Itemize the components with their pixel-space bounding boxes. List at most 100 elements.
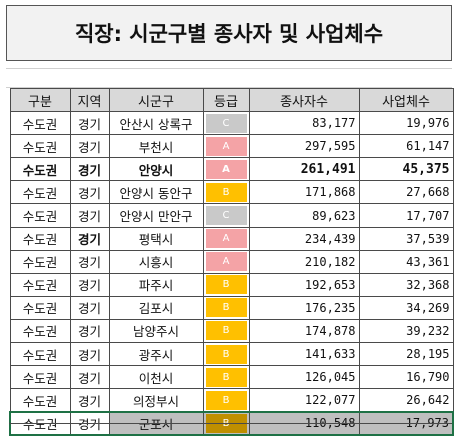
cell-region[interactable]: 수도권	[9, 134, 71, 159]
header-grade[interactable]: 등급	[202, 87, 250, 113]
cell-businesses[interactable]: 26,642	[358, 388, 454, 413]
cell-grade[interactable]: B	[202, 388, 250, 413]
cell-grade[interactable]: A	[202, 226, 250, 251]
cell-workers[interactable]: 126,045	[248, 365, 360, 390]
cell-province[interactable]: 경기	[69, 157, 110, 182]
cell-city[interactable]: 의정부시	[108, 388, 204, 413]
header-businesses[interactable]: 사업체수	[358, 87, 454, 113]
cell-grade[interactable]: B	[202, 180, 250, 205]
cell-businesses[interactable]: 27,668	[358, 180, 454, 205]
grade-badge: C	[205, 206, 247, 226]
header-workers[interactable]: 종사자수	[248, 87, 360, 113]
cell-city[interactable]: 이천시	[108, 365, 204, 390]
cell-region[interactable]: 수도권	[9, 342, 71, 367]
cell-province[interactable]: 경기	[69, 365, 110, 390]
table-row: 수도권 경기 부천시 A 297,595 61,147	[9, 134, 454, 159]
cell-workers[interactable]: 174,878	[248, 318, 360, 344]
cell-businesses[interactable]: 37,539	[358, 226, 454, 251]
table-row: 수도권 경기 안양시 만안구 C 89,623 17,707	[9, 203, 454, 228]
cell-workers[interactable]: 297,595	[248, 134, 360, 159]
cell-region[interactable]: 수도권	[9, 226, 71, 251]
cell-province[interactable]: 경기	[69, 272, 110, 297]
cell-province[interactable]: 경기	[69, 203, 110, 228]
grade-badge: A	[205, 252, 247, 272]
table-row: 수도권 경기 파주시 B 192,653 32,368	[9, 272, 454, 297]
cell-city[interactable]: 안양시	[108, 157, 204, 182]
cell-province[interactable]: 경기	[69, 134, 110, 159]
cell-businesses[interactable]: 39,232	[358, 318, 454, 344]
cell-workers[interactable]: 261,491	[248, 157, 360, 182]
table-row: 수도권 경기 이천시 B 126,045 16,790	[9, 365, 454, 390]
cell-region[interactable]: 수도권	[9, 388, 71, 413]
cell-workers[interactable]: 141,633	[248, 342, 360, 367]
cell-city[interactable]: 안산시 상록구	[108, 111, 204, 136]
cell-businesses[interactable]: 45,375	[358, 157, 454, 182]
cell-grade[interactable]: B	[202, 318, 250, 344]
cell-region[interactable]: 수도권	[9, 203, 71, 228]
cell-workers[interactable]: 192,653	[248, 272, 360, 297]
cell-workers[interactable]: 171,868	[248, 180, 360, 205]
cell-province[interactable]: 경기	[69, 318, 110, 344]
grade-badge: B	[205, 390, 247, 410]
cell-grade[interactable]: B	[202, 295, 250, 320]
cell-businesses[interactable]: 34,269	[358, 295, 454, 320]
cell-workers[interactable]: 176,235	[248, 295, 360, 320]
grade-badge: B	[205, 344, 247, 364]
cell-province[interactable]: 경기	[69, 342, 110, 367]
cell-province[interactable]: 경기	[69, 180, 110, 205]
cell-businesses[interactable]: 32,368	[358, 272, 454, 297]
sheet-title: 직장: 시군구별 종사자 및 사업체수	[74, 22, 384, 46]
cell-grade[interactable]: A	[202, 134, 250, 159]
cell-grade[interactable]: C	[202, 203, 250, 228]
cell-province[interactable]: 경기	[69, 249, 110, 274]
cell-region[interactable]: 수도권	[9, 180, 71, 205]
cell-businesses[interactable]: 61,147	[358, 134, 454, 159]
grade-badge: B	[205, 182, 247, 202]
cell-grade[interactable]: C	[202, 111, 250, 136]
cell-province[interactable]: 경기	[69, 111, 110, 136]
cell-region[interactable]: 수도권	[9, 272, 71, 297]
cell-workers[interactable]: 122,077	[248, 388, 360, 413]
table-row: 수도권 경기 시흥시 A 210,182 43,361	[9, 249, 454, 274]
cell-region[interactable]: 수도권	[9, 295, 71, 320]
cell-city[interactable]: 파주시	[108, 272, 204, 297]
header-region[interactable]: 구분	[9, 87, 71, 113]
table-row: 수도권 경기 남양주시 B 174,878 39,232	[9, 318, 454, 344]
cell-businesses[interactable]: 43,361	[358, 249, 454, 274]
cell-province[interactable]: 경기	[69, 388, 110, 413]
cell-businesses[interactable]: 16,790	[358, 365, 454, 390]
grade-badge: A	[205, 229, 247, 249]
cell-grade[interactable]: B	[202, 365, 250, 390]
cell-city[interactable]: 안양시 동안구	[108, 180, 204, 205]
cell-businesses[interactable]: 28,195	[358, 342, 454, 367]
cell-businesses[interactable]: 19,976	[358, 111, 454, 136]
cell-workers[interactable]: 89,623	[248, 203, 360, 228]
cell-workers[interactable]: 83,177	[248, 111, 360, 136]
cell-city[interactable]: 광주시	[108, 342, 204, 367]
cell-grade[interactable]: A	[202, 157, 250, 182]
cell-region[interactable]: 수도권	[9, 365, 71, 390]
cell-city[interactable]: 안양시 만안구	[108, 203, 204, 228]
cell-city[interactable]: 남양주시	[108, 318, 204, 344]
header-province[interactable]: 지역	[69, 87, 110, 113]
cell-region[interactable]: 수도권	[9, 111, 71, 136]
cell-province[interactable]: 경기	[69, 226, 110, 251]
header-city[interactable]: 시군구	[108, 87, 204, 113]
sheet-title-box[interactable]: 직장: 시군구별 종사자 및 사업체수	[6, 5, 452, 61]
cell-grade[interactable]: A	[202, 249, 250, 274]
cell-city[interactable]: 평택시	[108, 226, 204, 251]
cell-workers[interactable]: 210,182	[248, 249, 360, 274]
cell-grade[interactable]: B	[202, 342, 250, 367]
cell-region[interactable]: 수도권	[9, 318, 71, 344]
empty-row[interactable]	[6, 68, 452, 88]
cell-city[interactable]: 부천시	[108, 134, 204, 159]
cell-region[interactable]: 수도권	[9, 249, 71, 274]
cell-city[interactable]: 김포시	[108, 295, 204, 320]
cell-city[interactable]: 시흥시	[108, 249, 204, 274]
cell-grade[interactable]: B	[202, 272, 250, 297]
cell-businesses[interactable]: 17,707	[358, 203, 454, 228]
grade-badge: B	[205, 321, 247, 341]
cell-workers[interactable]: 234,439	[248, 226, 360, 251]
cell-region[interactable]: 수도권	[9, 157, 71, 182]
cell-province[interactable]: 경기	[69, 295, 110, 320]
